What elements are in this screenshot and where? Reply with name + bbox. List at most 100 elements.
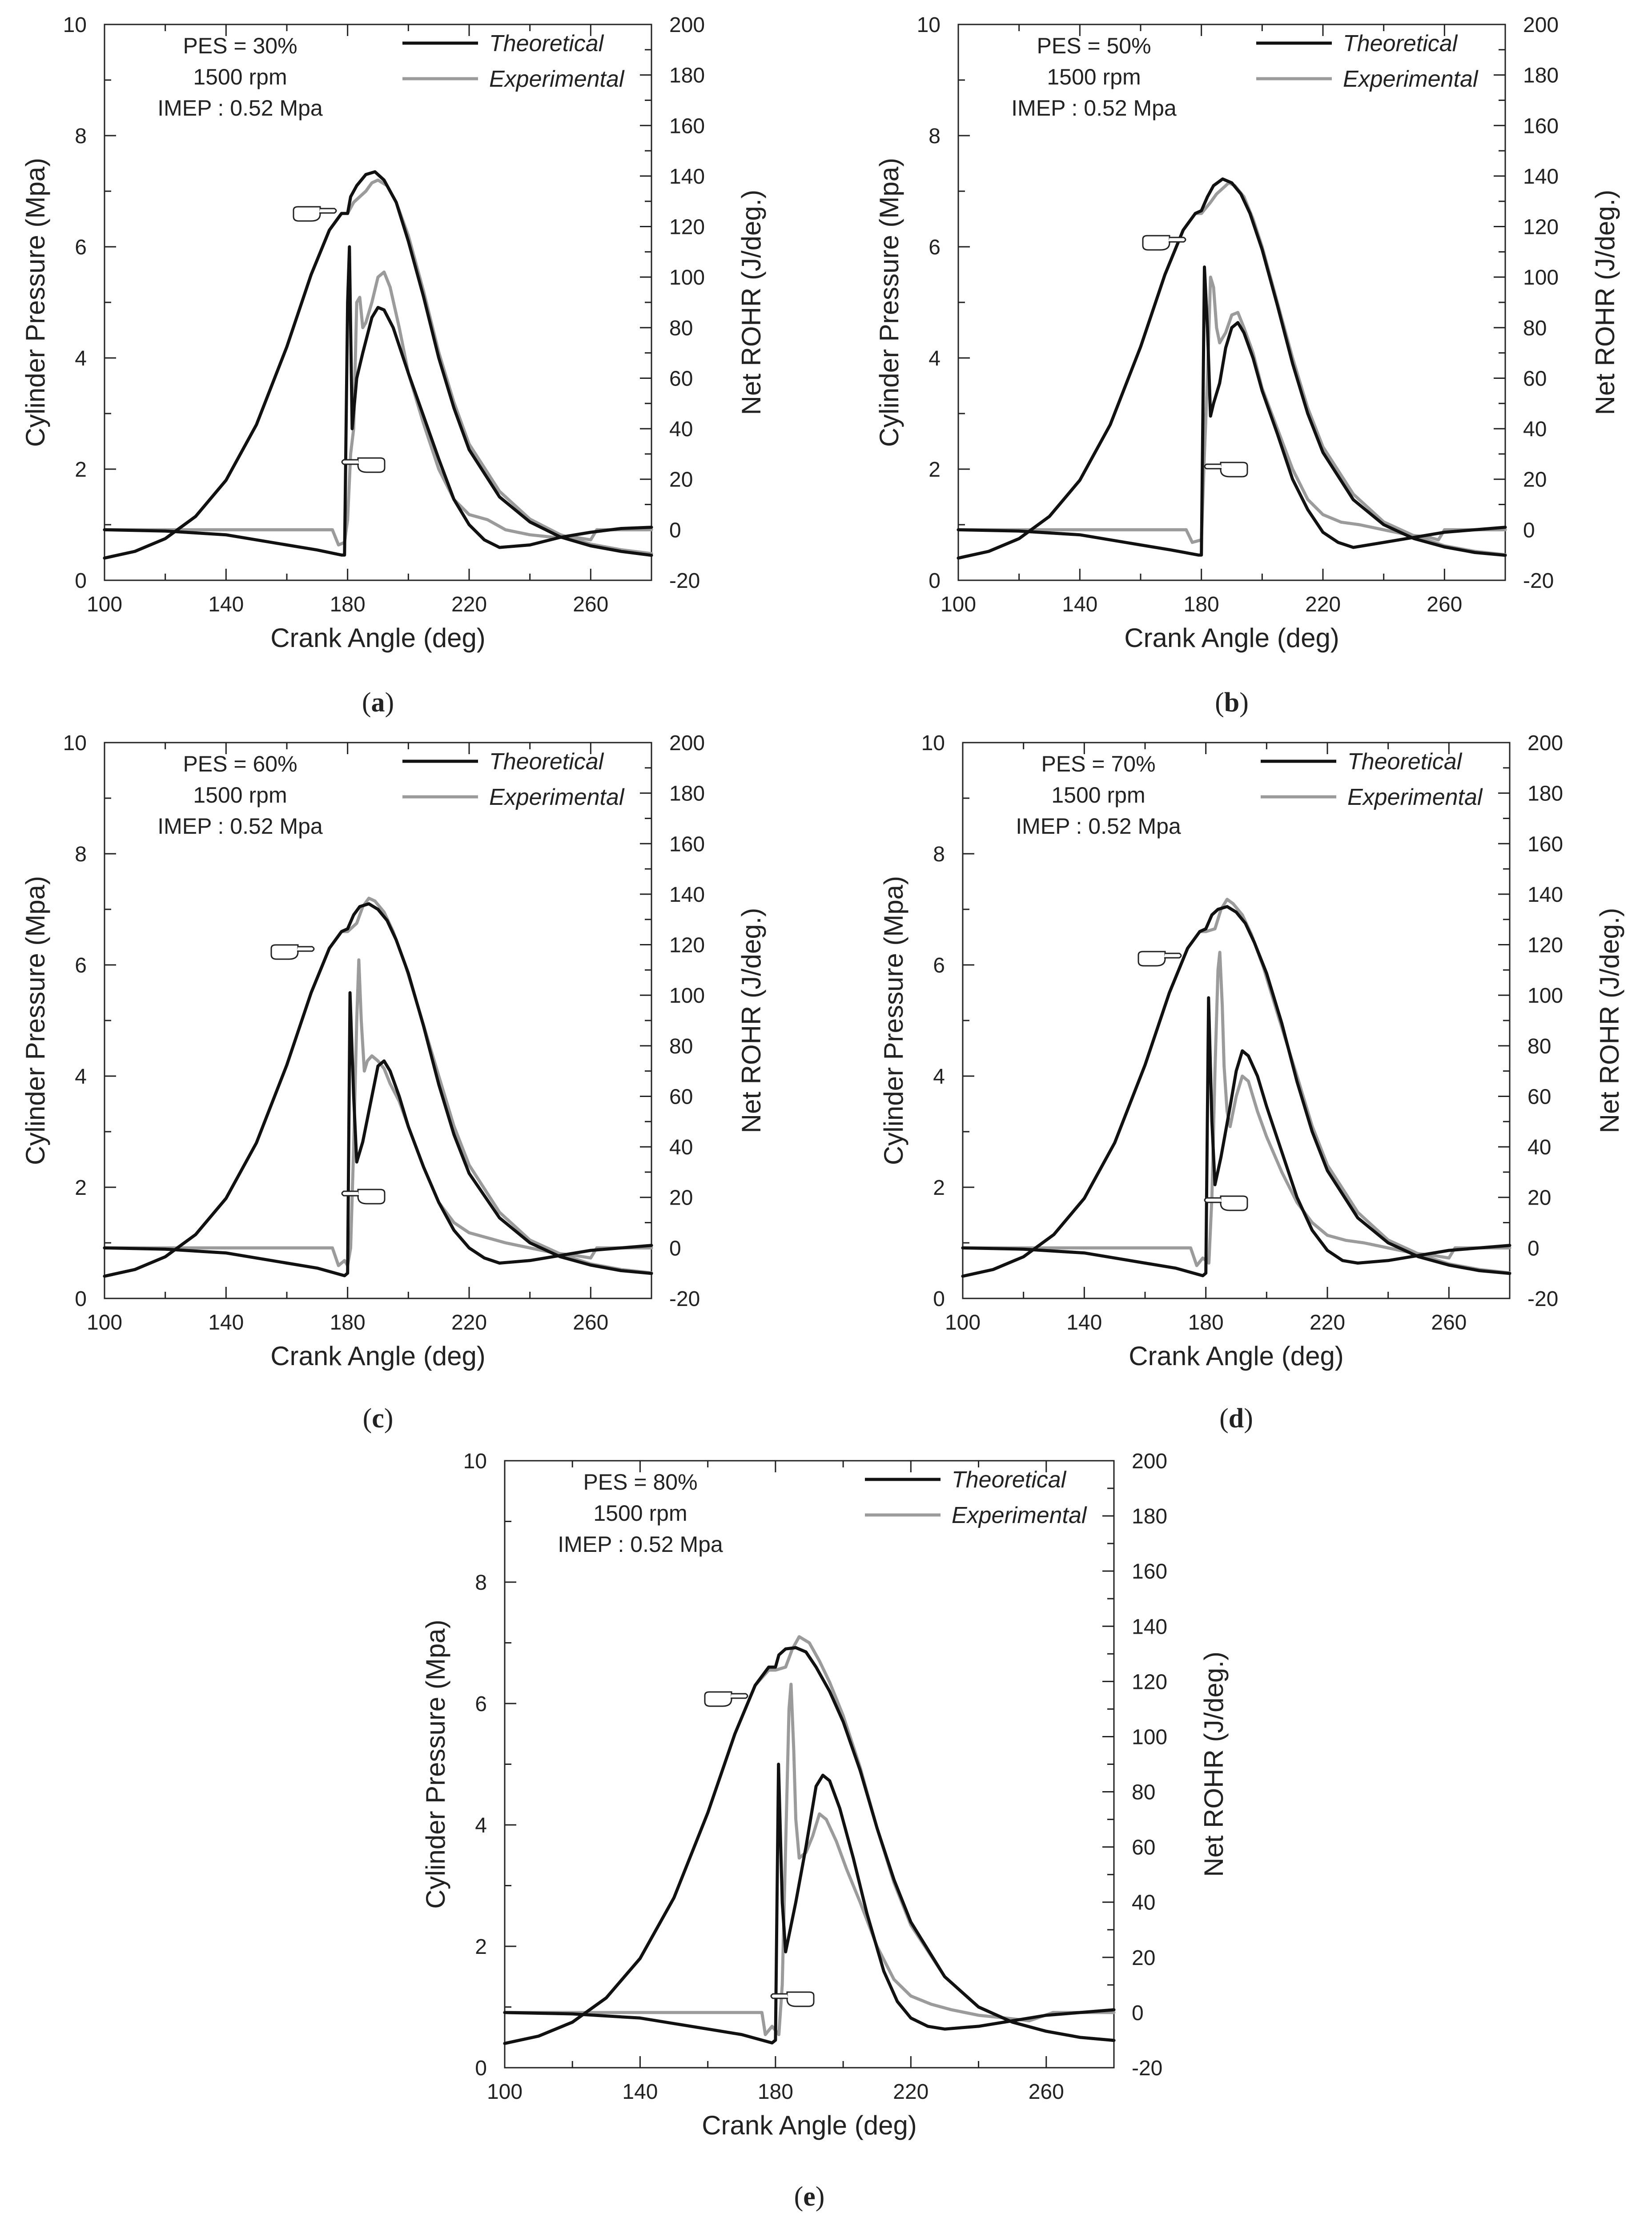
pointer-hand-finger <box>770 1993 788 1999</box>
y2-tick-label: 40 <box>669 1136 693 1159</box>
y-tick-label: 2 <box>75 458 87 482</box>
panel-caption: (e) <box>794 2182 825 2212</box>
caption-letter: c <box>372 1403 384 1434</box>
caption-paren: ( <box>363 1403 372 1434</box>
legend-label-experimental: Experimental <box>489 66 625 92</box>
y-tick-label: 6 <box>928 236 941 259</box>
y2-tick-label: 180 <box>1132 1505 1167 1528</box>
caption-paren: ( <box>1219 1403 1229 1434</box>
condition-annotation: 1500 rpm <box>193 64 287 89</box>
caption-letter: e <box>803 2182 816 2212</box>
x-axis-label: Crank Angle (deg) <box>270 1341 486 1371</box>
x-tick-label: 140 <box>208 1311 244 1334</box>
y2-axis-label: Net ROHR (J/deg.) <box>736 190 766 415</box>
pointer-hand-finger <box>297 946 315 952</box>
pointer-hand-finger <box>731 1693 748 1699</box>
y-tick-label: 10 <box>917 13 941 37</box>
y-tick-label: 0 <box>75 569 87 593</box>
y-tick-label: 4 <box>928 347 941 370</box>
y-tick-label: 0 <box>475 2057 487 2080</box>
pointer-hand-icon <box>1138 951 1182 967</box>
y2-axis-label: Net ROHR (J/deg.) <box>1590 190 1620 415</box>
y2-tick-label: 100 <box>669 984 705 1008</box>
y-tick-label: 4 <box>75 347 87 370</box>
caption-paren: ) <box>1239 687 1249 718</box>
y2-tick-label: 200 <box>669 731 705 755</box>
theoretical-pressure-line <box>957 177 1507 560</box>
experimental-rohr-line <box>503 1683 1116 2036</box>
condition-annotation: IMEP : 0.52 Mpa <box>157 814 323 839</box>
legend-label-theoretical: Theoretical <box>489 31 604 56</box>
condition-annotation: 1500 rpm <box>193 783 287 808</box>
theoretical-pressure-line <box>961 905 1511 1278</box>
y2-tick-label: 60 <box>1527 1085 1551 1109</box>
chart-panel-2: 100 140 180 220 260 Crank Angle (deg) 0 2 4 6 8 10 C… <box>874 13 1620 718</box>
legend-label-theoretical: Theoretical <box>952 1467 1067 1493</box>
y2-tick-label: 0 <box>669 518 681 542</box>
condition-annotation: PES = 30% <box>183 33 297 58</box>
panel-caption: (c) <box>363 1403 394 1434</box>
theoretical-rohr-line <box>961 996 1511 1278</box>
y2-tick-label: 100 <box>669 266 705 289</box>
pointer-hand-icon <box>1142 235 1186 251</box>
legend-label-experimental: Experimental <box>1347 784 1483 810</box>
y2-tick-label: 120 <box>669 216 705 239</box>
theoretical-pressure-line <box>503 1646 1116 2045</box>
chart-panel-3: 100 140 180 220 260 Crank Angle (deg) 0 2 4 6 8 10 C… <box>20 731 766 1434</box>
condition-annotation: IMEP : 0.52 Mpa <box>1011 96 1177 121</box>
y2-tick-label: -20 <box>1523 569 1554 593</box>
x-tick-label: 100 <box>945 1311 981 1334</box>
x-tick-label: 220 <box>451 1311 487 1334</box>
y2-tick-label: -20 <box>1132 2057 1162 2080</box>
y2-tick-label: 40 <box>1523 418 1547 441</box>
y-axis-label: Cylinder Pressure (Mpa) <box>20 876 50 1165</box>
x-tick-label: 100 <box>87 593 122 616</box>
y2-tick-label: 120 <box>1132 1670 1167 1694</box>
x-tick-label: 260 <box>1427 593 1462 616</box>
pointer-hand-icon <box>770 1991 815 2007</box>
y2-tick-label: 100 <box>1523 266 1559 289</box>
x-axis-label: Crank Angle (deg) <box>1124 623 1339 653</box>
pointer-hand-finger <box>1204 1197 1222 1203</box>
y2-tick-label: 140 <box>1527 883 1563 907</box>
y2-tick-label: 180 <box>1523 64 1559 88</box>
y2-tick-label: 40 <box>669 418 693 441</box>
condition-annotation: 1500 rpm <box>593 1501 687 1526</box>
x-tick-label: 100 <box>87 1311 122 1334</box>
y2-tick-label: 180 <box>669 64 705 88</box>
pointer-hand-finger <box>1169 237 1186 243</box>
pointer-hand-palm <box>1138 951 1166 967</box>
pointer-hand-icon <box>1204 1195 1248 1211</box>
y-tick-label: 10 <box>63 731 87 755</box>
y-tick-label: 6 <box>475 1692 487 1716</box>
y2-tick-label: 20 <box>669 468 693 492</box>
y2-axis-label: Net ROHR (J/deg.) <box>736 908 766 1133</box>
condition-annotation: 1500 rpm <box>1047 64 1141 89</box>
x-tick-label: 180 <box>330 1311 366 1334</box>
y-tick-label: 0 <box>75 1287 87 1311</box>
y-tick-label: 4 <box>75 1065 87 1089</box>
y2-tick-label: -20 <box>1527 1287 1558 1311</box>
pointer-hand-palm <box>270 944 299 960</box>
x-axis-label: Crank Angle (deg) <box>1129 1341 1344 1371</box>
y2-tick-label: 120 <box>669 934 705 957</box>
y-tick-label: 0 <box>933 1287 945 1311</box>
condition-annotation: PES = 60% <box>183 751 297 776</box>
legend-label-theoretical: Theoretical <box>1347 749 1463 775</box>
pointer-hand-icon <box>341 1189 386 1205</box>
y2-tick-label: 60 <box>1132 1836 1155 1860</box>
y-tick-label: 8 <box>75 125 87 148</box>
pointer-hand-palm <box>357 1189 386 1205</box>
y-tick-label: 4 <box>475 1814 487 1837</box>
y2-tick-label: 160 <box>1523 114 1559 138</box>
y2-tick-label: 200 <box>1523 13 1559 37</box>
y2-tick-label: 160 <box>1527 832 1563 856</box>
x-tick-label: 180 <box>1184 593 1219 616</box>
y2-tick-label: -20 <box>669 1287 700 1311</box>
chart-panel-5: 100 140 180 220 260 Crank Angle (deg) 0 2 4 6 8 10 C… <box>421 1450 1229 2212</box>
caption-paren: ( <box>794 2182 804 2212</box>
pointer-hand-palm <box>704 1691 732 1707</box>
pointer-hand-icon <box>341 457 386 473</box>
x-tick-label: 100 <box>487 2080 523 2104</box>
condition-annotation: PES = 50% <box>1037 33 1151 58</box>
